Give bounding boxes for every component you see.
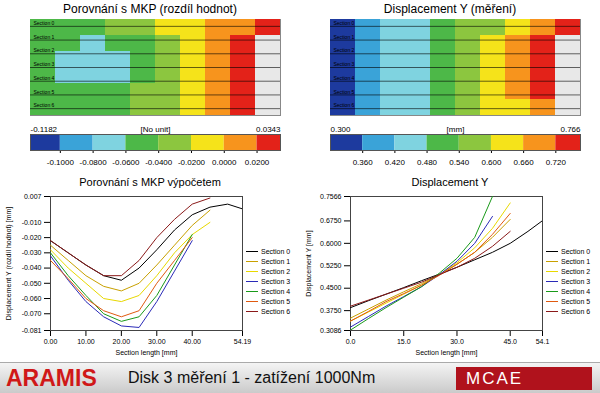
svg-text:-0.050: -0.050 (22, 280, 42, 287)
svg-text:0.7566: 0.7566 (320, 193, 342, 200)
svg-text:-0.0200: -0.0200 (178, 158, 206, 167)
svg-text:Section 0: Section 0 (334, 20, 355, 26)
svg-text:10.00: 10.00 (77, 338, 95, 345)
html-text:Section 1: Section 1 (561, 257, 591, 265)
html-text:Section 6: Section 6 (561, 307, 591, 315)
svg-text:-0.0800: -0.0800 (80, 158, 108, 167)
svg-text:-0.070: -0.070 (22, 310, 42, 317)
svg-text:0.0200: 0.0200 (245, 158, 270, 167)
svg-text:0.6000: 0.6000 (320, 240, 342, 247)
html-text:Section 4: Section 4 (261, 287, 291, 295)
svg-text:0.480: 0.480 (417, 158, 438, 167)
svg-text:Displacement Y [mm]: Displacement Y [mm] (305, 230, 313, 296)
svg-text:Section length [mm]: Section length [mm] (116, 349, 178, 357)
svg-text:-0.0400: -0.0400 (145, 158, 173, 167)
svg-text:0.4500: 0.4500 (320, 284, 342, 291)
svg-text:[No unit]: [No unit] (141, 125, 171, 134)
svg-text:-0.081: -0.081 (22, 327, 42, 334)
html-text:ARAMIS: ARAMIS (6, 365, 97, 391)
svg-text:0.600: 0.600 (481, 158, 502, 167)
svg-text:-0.040: -0.040 (22, 264, 42, 271)
svg-text:0.360: 0.360 (353, 158, 374, 167)
svg-text:0.300: 0.300 (331, 125, 352, 134)
html-text:Displacement Y (měření): Displacement Y (měření) (383, 2, 517, 16)
html-text:Section 4: Section 4 (561, 287, 591, 295)
svg-text:Section 6: Section 6 (334, 102, 355, 108)
svg-text:Section 5: Section 5 (334, 89, 355, 95)
svg-text:-0.060: -0.060 (22, 295, 42, 302)
html-text:Displacement Y: Displacement Y (411, 176, 489, 188)
svg-text:Section 5: Section 5 (34, 89, 55, 95)
svg-text:0.660: 0.660 (514, 158, 535, 167)
svg-text:Displacement Y (rozdíl hodnot): Displacement Y (rozdíl hodnot) [mm] (5, 207, 13, 320)
html-text:MCAE: MCAE (466, 369, 524, 388)
svg-text:-0.1000: -0.1000 (47, 158, 75, 167)
svg-text:20.00: 20.00 (113, 338, 131, 345)
svg-text:Section 2: Section 2 (34, 47, 55, 53)
svg-text:0.3750: 0.3750 (320, 307, 342, 314)
svg-text:Section 3: Section 3 (334, 61, 355, 67)
html-text:Section 2: Section 2 (561, 267, 591, 275)
html-text:Section 3: Section 3 (261, 277, 291, 285)
html-text:Porovnání s MKP výpočetem: Porovnání s MKP výpočetem (79, 176, 221, 188)
svg-text:Section 4: Section 4 (34, 75, 55, 81)
svg-text:Section 0: Section 0 (34, 20, 55, 26)
svg-text:-0.1182: -0.1182 (31, 125, 58, 134)
svg-text:0.720: 0.720 (546, 158, 567, 167)
svg-text:-0.020: -0.020 (22, 234, 42, 241)
svg-text:Section 6: Section 6 (34, 102, 55, 108)
svg-text:30.0: 30.0 (450, 338, 464, 345)
svg-text:0.6750: 0.6750 (320, 217, 342, 224)
html-text:Section 6: Section 6 (261, 307, 291, 315)
svg-text:54.1: 54.1 (536, 338, 550, 345)
svg-text:Section 1: Section 1 (34, 34, 55, 40)
svg-text:0.420: 0.420 (385, 158, 406, 167)
svg-text:0.0000: 0.0000 (212, 158, 237, 167)
svg-text:Section length [mm]: Section length [mm] (416, 349, 478, 357)
svg-text:45.0: 45.0 (503, 338, 517, 345)
svg-text:15.0: 15.0 (397, 338, 411, 345)
svg-text:-0.030: -0.030 (22, 249, 42, 256)
html-text:Section 1: Section 1 (261, 257, 291, 265)
svg-text:-0.010: -0.010 (22, 219, 42, 226)
html-text:Porovnání s MKP (rozdíl hodnot: Porovnání s MKP (rozdíl hodnot) (63, 2, 237, 16)
svg-text:0.007: 0.007 (24, 193, 42, 200)
svg-text:0.766: 0.766 (560, 125, 581, 134)
svg-text:54.19: 54.19 (234, 338, 252, 345)
svg-text:[mm]: [mm] (447, 125, 465, 134)
svg-text:0.5250: 0.5250 (320, 262, 342, 269)
html-text:Section 5: Section 5 (261, 297, 291, 305)
svg-text:0.0: 0.0 (346, 338, 356, 345)
svg-text:0.00: 0.00 (44, 338, 58, 345)
html-text:Section 0: Section 0 (561, 247, 591, 255)
svg-text:Section 3: Section 3 (34, 61, 55, 67)
svg-text:30.00: 30.00 (148, 338, 166, 345)
html-text:Disk 3 měření 1 - zatížení 100: Disk 3 měření 1 - zatížení 1000Nm (128, 369, 376, 386)
svg-text:0.540: 0.540 (449, 158, 470, 167)
svg-text:0.0343: 0.0343 (256, 125, 281, 134)
svg-text:Section 1: Section 1 (334, 34, 355, 40)
html-text:Section 0: Section 0 (261, 247, 291, 255)
svg-text:40.00: 40.00 (183, 338, 201, 345)
html-text:Section 3: Section 3 (561, 277, 591, 285)
svg-text:Section 4: Section 4 (334, 75, 355, 81)
svg-text:Section 2: Section 2 (334, 47, 355, 53)
svg-text:-0.0600: -0.0600 (112, 158, 140, 167)
html-text:Section 5: Section 5 (561, 297, 591, 305)
html-text:Section 2: Section 2 (261, 267, 291, 275)
svg-text:0.3086: 0.3086 (320, 327, 342, 334)
